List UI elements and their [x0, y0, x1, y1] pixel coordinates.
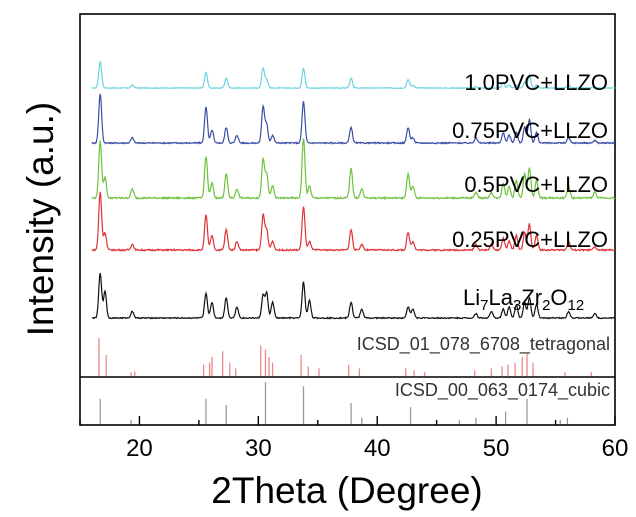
- series-label-4: 0.25PVC+LLZO: [452, 227, 608, 252]
- trace-5: [91, 272, 616, 320]
- formula-part: O: [550, 285, 567, 310]
- x-tick-label: 20: [126, 435, 153, 462]
- series-traces: [91, 61, 616, 320]
- x-tick-label: 60: [602, 435, 629, 462]
- plot-frame: [79, 13, 616, 426]
- formula-part: 2: [542, 297, 550, 314]
- formula-part: Li: [463, 285, 480, 310]
- series-label-formula: Li7La3Zr2O12: [463, 285, 584, 314]
- formula-part: 12: [568, 297, 585, 314]
- x-axis-ticks: 20 30 40 50 60: [79, 416, 629, 462]
- x-tick-label: 50: [483, 435, 510, 462]
- formula-part: 7: [480, 297, 488, 314]
- formula-part: La: [488, 285, 513, 310]
- trace-2: [91, 93, 616, 145]
- formula-part: 3: [513, 297, 521, 314]
- reference-label-cubic: ICSD_00_063_0174_cubic: [395, 380, 610, 401]
- series-label-2: 0.75PVC+LLZO: [452, 118, 608, 143]
- trace-3: [91, 138, 616, 201]
- series-label-3: 0.5PVC+LLZO: [464, 172, 608, 197]
- x-tick-label: 30: [245, 435, 272, 462]
- reference-sticks: [98, 338, 592, 424]
- formula-part: Zr: [521, 285, 542, 310]
- y-axis-title: Intensity (a.u.): [20, 102, 61, 336]
- reference-label-tetragonal: ICSD_01_078_6708_tetragonal: [357, 334, 610, 355]
- x-axis-title: 2Theta (Degree): [211, 470, 482, 511]
- x-tick-label: 40: [364, 435, 391, 462]
- trace-1: [91, 61, 616, 90]
- series-label-1: 1.0PVC+LLZO: [464, 70, 608, 95]
- trace-4: [91, 191, 616, 253]
